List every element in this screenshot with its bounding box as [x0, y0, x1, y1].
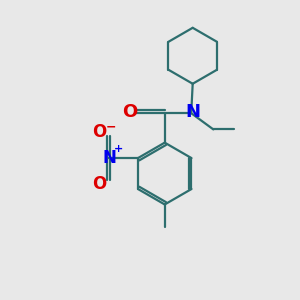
- Text: +: +: [114, 144, 123, 154]
- Text: O: O: [92, 175, 106, 193]
- Text: N: N: [102, 149, 116, 167]
- Text: −: −: [106, 121, 117, 134]
- Text: O: O: [92, 124, 106, 142]
- Text: N: N: [185, 103, 200, 121]
- Text: O: O: [122, 103, 138, 121]
